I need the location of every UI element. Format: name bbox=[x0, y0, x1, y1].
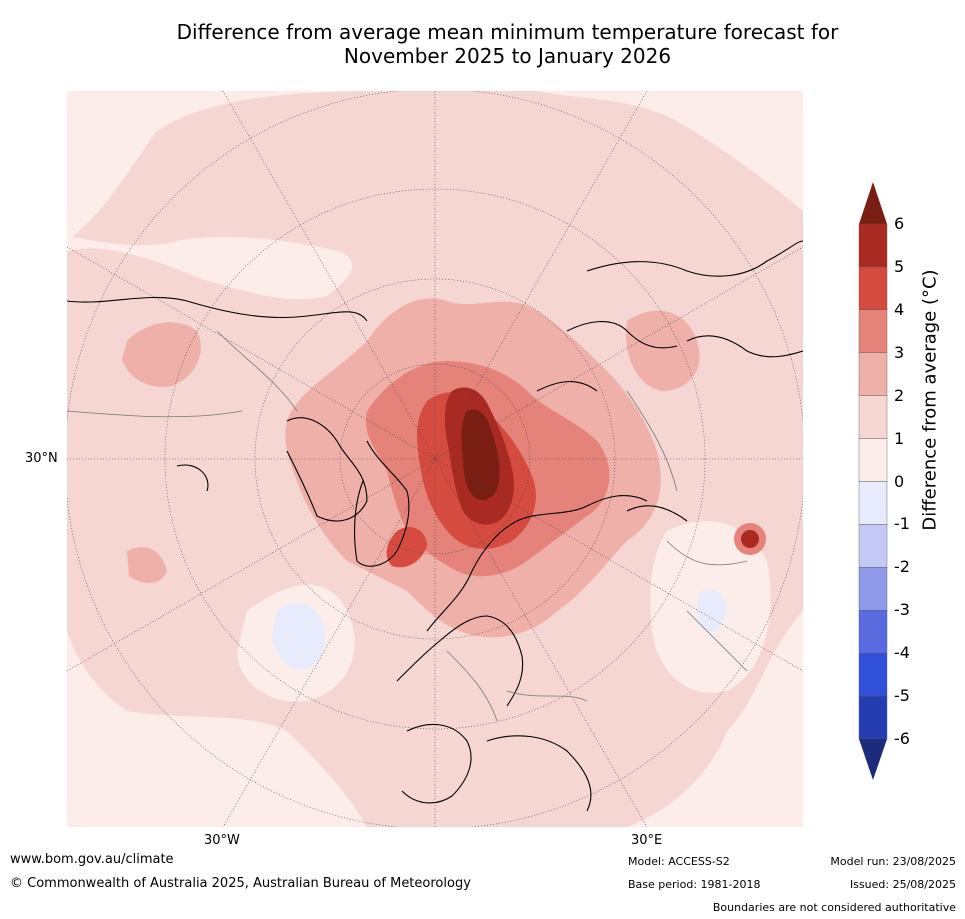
colorbar-bin bbox=[858, 610, 888, 654]
colorbar-top-arrow bbox=[859, 182, 887, 224]
lon-label-30e: 30°E bbox=[631, 833, 663, 848]
anomaly-region-2-3-southwest bbox=[127, 547, 167, 583]
colorbar-bin bbox=[858, 695, 888, 740]
colorbar-bin bbox=[858, 438, 888, 482]
colorbar-tick-label: 3 bbox=[894, 342, 905, 362]
anomaly-hotspot-asia-inner bbox=[741, 530, 759, 548]
polar-map bbox=[67, 91, 803, 827]
colorbar-label: Difference from average (°C) bbox=[919, 269, 941, 531]
footer-copyright: © Commonwealth of Australia 2025, Austra… bbox=[10, 876, 471, 891]
colorbar-bins bbox=[858, 223, 888, 740]
colorbar bbox=[858, 182, 888, 786]
title-line-2: November 2025 to January 2026 bbox=[343, 44, 672, 68]
colorbar-tick-label: -6 bbox=[894, 729, 910, 748]
graticule bbox=[67, 91, 803, 827]
base-period: Base period: 1981-2018 bbox=[628, 878, 761, 891]
boundary-disclaimer: Boundaries are not considered authoritat… bbox=[712, 901, 956, 914]
anomaly-cool-atlantic bbox=[272, 602, 326, 670]
colorbar-tick-label: 4 bbox=[894, 299, 905, 319]
colorbar-tick-label: 0 bbox=[894, 471, 905, 491]
colorbar-bin bbox=[858, 395, 888, 439]
colorbar-tick-label: 5 bbox=[894, 256, 905, 276]
anomaly-region-0-1-a bbox=[67, 236, 353, 300]
colorbar-bottom-arrow bbox=[859, 739, 887, 780]
anomaly-region-4-5-greenland bbox=[386, 526, 427, 568]
footer-url[interactable]: www.bom.gov.au/climate bbox=[10, 852, 174, 867]
colorbar-tick-label: -4 bbox=[894, 643, 910, 663]
colorbar-tick-label: 2 bbox=[894, 385, 905, 405]
colorbar-bin bbox=[858, 309, 888, 353]
anomaly-region-2-3-west bbox=[122, 322, 201, 387]
colorbar-tick-label: -5 bbox=[894, 686, 910, 706]
colorbar-bin bbox=[858, 567, 888, 611]
model-name: Model: ACCESS-S2 bbox=[628, 855, 730, 868]
anomaly-cool-asia bbox=[696, 589, 727, 633]
anomaly-region-0-1-b bbox=[587, 91, 803, 131]
colorbar-bin bbox=[858, 266, 888, 311]
lat-label-30n: 30°N bbox=[25, 451, 58, 466]
colorbar-bin bbox=[858, 481, 888, 525]
colorbar-bin bbox=[858, 524, 888, 568]
chart-title: Difference from average mean minimum tem… bbox=[0, 20, 965, 68]
colorbar-tick-label: 6 bbox=[894, 214, 905, 233]
colorbar-bin bbox=[858, 223, 888, 268]
map-svg bbox=[67, 91, 803, 827]
anomaly-region-above-6 bbox=[461, 409, 500, 501]
colorbar-bin bbox=[858, 652, 888, 697]
anomaly-region-2-3-east bbox=[626, 310, 700, 391]
colorbar-tick-label: -1 bbox=[894, 514, 910, 534]
colorbar-tick-label: 1 bbox=[894, 428, 905, 448]
model-run: Model run: 23/08/2025 bbox=[830, 855, 956, 868]
coastlines bbox=[67, 240, 803, 812]
colorbar-tick-label: -2 bbox=[894, 557, 910, 577]
colorbar-svg bbox=[858, 182, 888, 780]
colorbar-tick-label: -3 bbox=[894, 600, 910, 620]
colorbar-bin bbox=[858, 352, 888, 396]
issued-date: Issued: 25/08/2025 bbox=[849, 878, 956, 891]
national-borders bbox=[67, 330, 748, 722]
lon-label-30w: 30°W bbox=[204, 833, 240, 848]
title-line-1: Difference from average mean minimum tem… bbox=[176, 20, 839, 44]
